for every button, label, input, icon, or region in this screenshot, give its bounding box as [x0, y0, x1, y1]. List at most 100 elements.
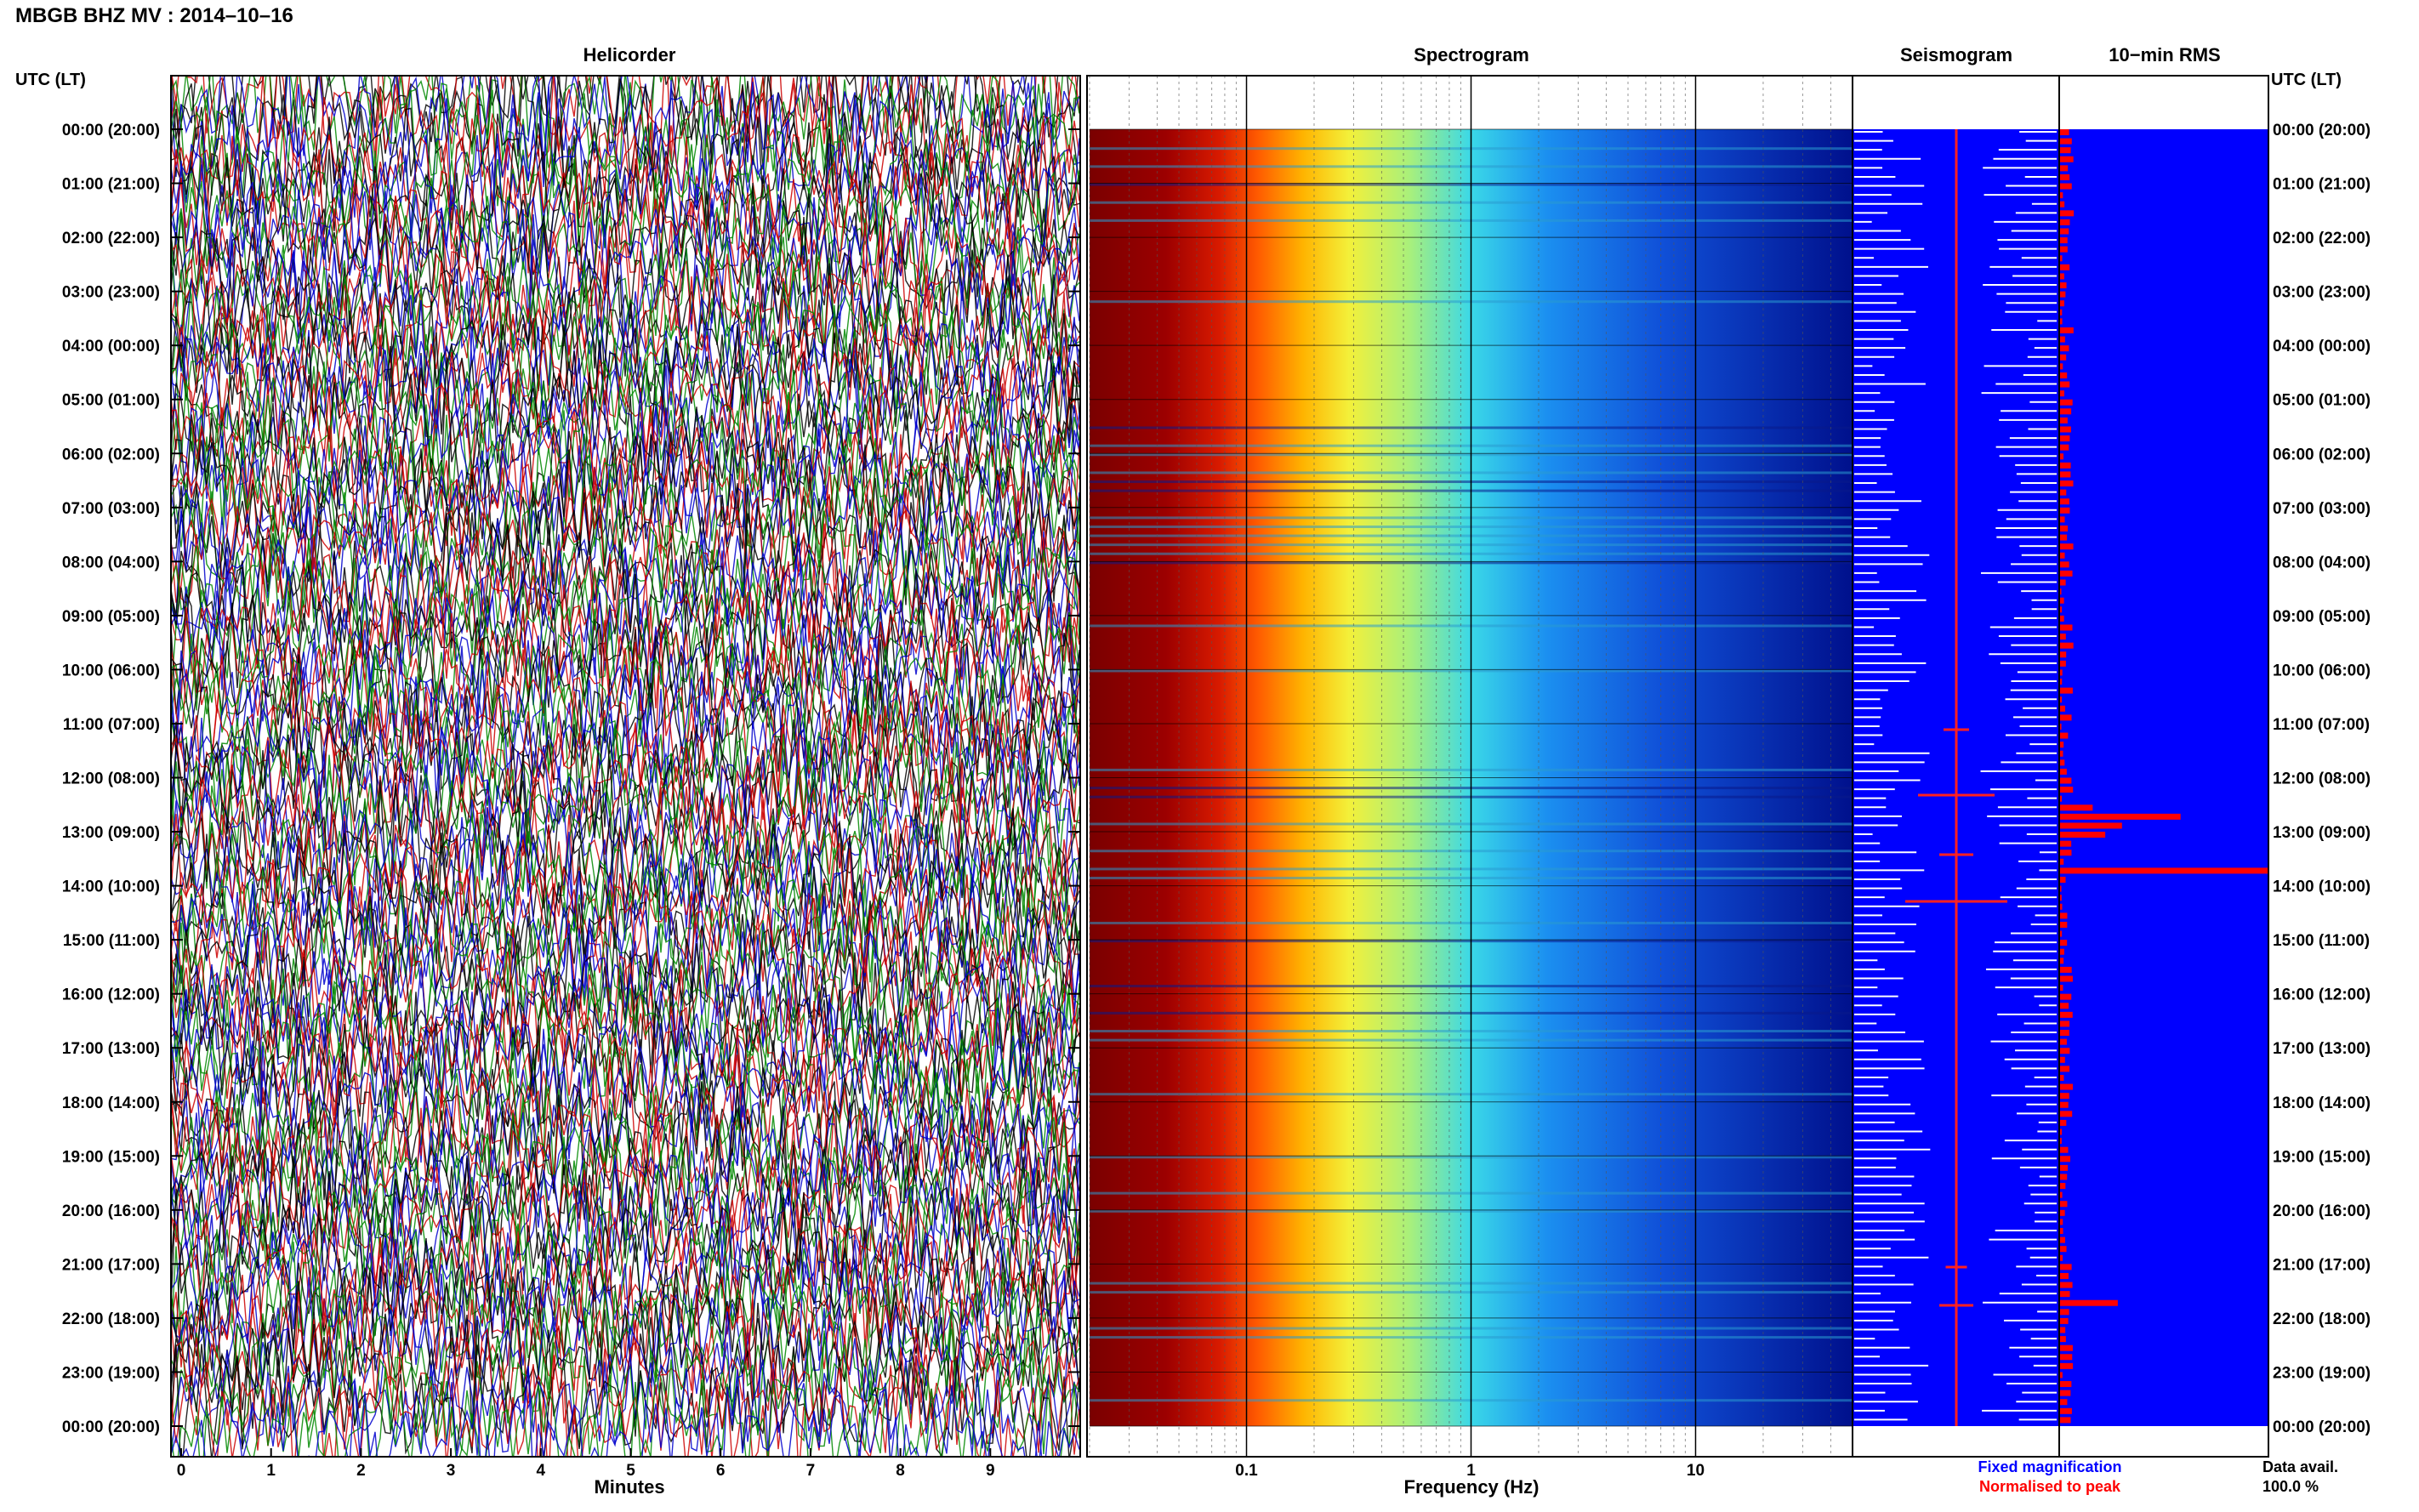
- rms-bar: [2059, 588, 2062, 595]
- spectrogram-title: Spectrogram: [1414, 44, 1529, 65]
- helicorder-trace: [171, 156, 1080, 276]
- time-tick-right: 14:00 (10:00): [2273, 878, 2371, 896]
- helicorder-trace: [171, 571, 1080, 714]
- time-tick-right: 10:00 (06:00): [2273, 662, 2371, 679]
- rms-bar: [2059, 1138, 2062, 1145]
- rms-bar: [2059, 669, 2063, 676]
- rms-bar: [2059, 930, 2063, 937]
- helicorder-trace: [171, 989, 1080, 1123]
- helicorder-trace: [171, 1333, 1080, 1457]
- rms-bar: [2059, 1327, 2066, 1333]
- rms-bar: [2059, 417, 2068, 423]
- time-tick-left: 03:00 (23:00): [62, 284, 160, 302]
- rms-bar: [2059, 498, 2069, 505]
- time-tick-left: 20:00 (16:00): [62, 1202, 160, 1220]
- time-tick-left: 17:00 (13:00): [62, 1040, 160, 1058]
- frequency-tick-label: 0.1: [1235, 1462, 1258, 1480]
- helicorder-traces: [171, 76, 1080, 1457]
- rms-bar: [2059, 435, 2070, 442]
- rms-bar: [2059, 426, 2071, 433]
- utc-label-left: UTC (LT): [15, 71, 86, 89]
- rms-bar: [2059, 453, 2064, 460]
- station-title: MBGB BHZ MV : 2014–10–16: [15, 4, 293, 27]
- time-tick-right: 08:00 (04:00): [2273, 554, 2371, 571]
- rms-bar: [2059, 1264, 2072, 1270]
- rms-bar: [2059, 1228, 2063, 1235]
- rms-bar: [2059, 219, 2070, 225]
- helicorder-trace: [171, 76, 1080, 177]
- helicorder-trace: [171, 665, 1080, 796]
- rms-bar: [2059, 1417, 2071, 1424]
- time-tick-right: 04:00 (00:00): [2273, 338, 2371, 355]
- rms-bar: [2059, 1020, 2070, 1027]
- rms-bar: [2059, 1209, 2065, 1216]
- rms-bar: [2059, 1183, 2066, 1190]
- helicorder-trace: [171, 171, 1080, 306]
- time-tick-right: 07:00 (03:00): [2273, 500, 2371, 518]
- rms-bar: [2059, 282, 2067, 289]
- minute-tick-label: 4: [537, 1462, 546, 1480]
- time-tick-left: 16:00 (12:00): [62, 986, 160, 1004]
- time-tick-right: 13:00 (09:00): [2273, 824, 2371, 842]
- helicorder-trace: [171, 160, 1080, 289]
- rms-bar: [2059, 354, 2067, 361]
- rms-bar: [2059, 966, 2072, 973]
- helicorder-trace: [171, 725, 1080, 860]
- time-tick-right: 23:00 (19:00): [2273, 1364, 2371, 1382]
- frequency-tick-label: 1: [1466, 1462, 1476, 1480]
- time-tick-left: 21:00 (17:00): [62, 1256, 160, 1274]
- rms-background: [2059, 129, 2268, 1426]
- helicorder-trace: [171, 951, 1080, 1080]
- rms-bar: [2059, 687, 2073, 694]
- time-tick-right: 22:00 (18:00): [2273, 1310, 2371, 1328]
- time-tick-left: 10:00 (06:00): [62, 662, 160, 679]
- minute-tick-label: 3: [447, 1462, 456, 1480]
- helicorder-frame: [170, 75, 1081, 1458]
- time-tick-left: 22:00 (18:00): [62, 1310, 160, 1328]
- time-tick-left: 23:00 (19:00): [62, 1364, 160, 1382]
- helicorder-trace: [171, 368, 1080, 500]
- rms-bar: [2059, 1407, 2072, 1414]
- rms-bar: [2059, 516, 2065, 523]
- rms-bar: [2059, 561, 2069, 568]
- helicorder-trace: [171, 344, 1080, 475]
- helicorder-trace: [171, 655, 1080, 786]
- rms-bar: [2059, 543, 2074, 550]
- rms-bar: [2059, 309, 2063, 315]
- rms-bar: [2059, 768, 2067, 775]
- rms-bar: [2059, 372, 2068, 378]
- rms-bar: [2059, 1362, 2074, 1369]
- rms-bar: [2059, 777, 2072, 784]
- helicorder-trace: [171, 618, 1080, 748]
- rms-bar: [2059, 552, 2065, 559]
- minute-tick-label: 7: [806, 1462, 816, 1480]
- rms-bar: [2059, 813, 2181, 820]
- rms-bar: [2059, 255, 2063, 262]
- legend-fixed-magnification: Fixed magnification: [1978, 1458, 2121, 1475]
- time-tick-left: 00:00 (20:00): [62, 1418, 160, 1436]
- helicorder-trace: [171, 1273, 1080, 1404]
- time-tick-left: 09:00 (05:00): [62, 608, 160, 626]
- helicorder-trace: [171, 1347, 1080, 1457]
- helicorder-trace: [171, 1237, 1080, 1373]
- helicorder-trace: [171, 631, 1080, 770]
- rms-bar: [2059, 291, 2066, 298]
- rms-bar: [2059, 1344, 2073, 1351]
- helicorder-trace: [171, 1085, 1080, 1214]
- rms-bar: [2059, 660, 2066, 667]
- helicorder-trace: [171, 99, 1080, 227]
- time-tick-right: 18:00 (14:00): [2273, 1094, 2371, 1112]
- rms-bar: [2059, 822, 2122, 829]
- rms-bar: [2059, 1056, 2065, 1063]
- helicorder-trace: [171, 76, 1080, 186]
- rms-bar: [2059, 300, 2064, 307]
- rms-bar: [2059, 742, 2064, 748]
- time-tick-left: 08:00 (04:00): [62, 554, 160, 571]
- rms-bar: [2059, 651, 2067, 658]
- rms-bar: [2059, 1146, 2069, 1153]
- rms-bar: [2059, 940, 2068, 946]
- rms-bar: [2059, 1048, 2070, 1054]
- minutes-axis-label: Minutes: [594, 1476, 664, 1498]
- rms-bar: [2059, 525, 2069, 531]
- rms-bar: [2059, 993, 2072, 1000]
